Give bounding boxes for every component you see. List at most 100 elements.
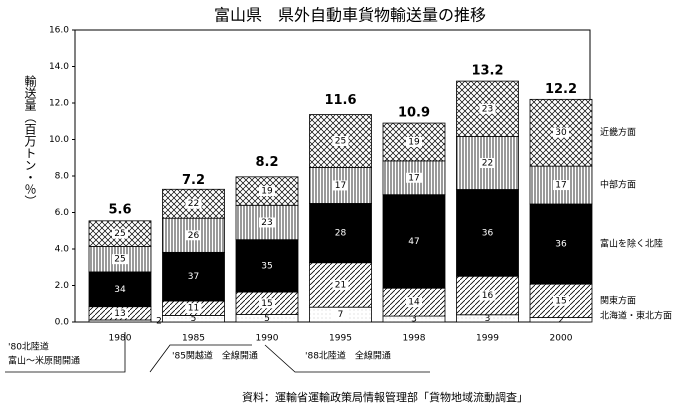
segment-label: 13 [114, 309, 125, 319]
label-bg [406, 172, 422, 183]
y-tick-label: 12.0 [49, 99, 69, 109]
segment-label: 14 [408, 298, 420, 308]
segment-label: 2 [156, 316, 162, 326]
segment-label: 15 [555, 296, 566, 306]
label-bg [553, 127, 569, 138]
segment-label: 36 [482, 228, 494, 238]
segment-label: 2 [558, 315, 564, 325]
label-bg [332, 309, 349, 320]
label-bg [185, 230, 202, 241]
x-tick-label: 1985 [182, 334, 205, 344]
y-tick-label: 6.0 [55, 208, 70, 218]
x-tick-label: 1999 [476, 334, 499, 344]
segment-label: 7 [338, 310, 344, 320]
bar-segment [88, 271, 152, 308]
total-label: 13.2 [471, 64, 503, 79]
segment-label: 3 [411, 315, 417, 325]
y-tick-label: 0.0 [55, 318, 70, 328]
bar-segment [382, 194, 446, 289]
legend-label: 北海道・東北方面 [600, 310, 672, 322]
total-label: 5.6 [108, 202, 131, 217]
y-axis-label: 輸送量（百万トン・％） [23, 74, 37, 207]
segment-label: 22 [482, 159, 493, 169]
segment-label: 28 [335, 229, 347, 239]
label-bg [259, 217, 275, 228]
segment-label: 19 [408, 137, 420, 147]
bar-segment [529, 283, 593, 318]
label-bg [112, 308, 128, 319]
label-bg [406, 136, 422, 147]
segment-label: 15 [261, 299, 272, 309]
y-tick-label: 16.0 [49, 26, 69, 36]
x-tick-label: 1990 [256, 334, 279, 344]
label-bg [185, 303, 202, 314]
label-bg [479, 290, 496, 301]
bar-segment [456, 189, 519, 277]
label-bg [553, 295, 569, 306]
label-bg [479, 103, 496, 114]
label-bg [112, 228, 128, 239]
segment-label: 17 [408, 173, 419, 183]
label-bg [332, 135, 349, 146]
segment-label: 16 [482, 291, 494, 301]
legend-label: 中部方面 [600, 179, 636, 191]
segment-label: 26 [188, 231, 200, 241]
x-tick-label: 2000 [550, 334, 573, 344]
bar-segment [309, 203, 372, 264]
total-label: 11.6 [324, 93, 356, 108]
label-bg [259, 186, 275, 197]
bar-segment [162, 251, 225, 302]
segment-label: 25 [335, 136, 346, 146]
y-tick-label: 14.0 [49, 62, 69, 72]
total-label: 7.2 [182, 173, 205, 188]
segment-label: 35 [261, 261, 272, 271]
segment-label: 21 [335, 280, 346, 290]
total-label: 10.9 [398, 106, 430, 121]
segment-label: 11 [188, 304, 199, 314]
label-bg [332, 279, 349, 290]
segment-label: 19 [261, 187, 273, 197]
y-tick-label: 4.0 [55, 245, 70, 255]
y-tick-label: 2.0 [55, 281, 70, 291]
annotation: '85関越道 全線開通 [172, 350, 258, 362]
total-label: 8.2 [255, 155, 278, 170]
segment-label: 22 [188, 199, 199, 209]
segment-label: 17 [335, 181, 346, 191]
y-tick-label: 8.0 [55, 172, 70, 182]
annotation: '88北陸道 全線開通 [305, 350, 391, 362]
legend-label: 近畿方面 [600, 126, 636, 138]
bar-segment [235, 239, 299, 293]
segment-label: 36 [555, 240, 567, 250]
segment-label: 30 [555, 128, 567, 138]
segment-label: 37 [188, 272, 199, 282]
label-bg [185, 198, 202, 209]
segment-label: 34 [114, 285, 126, 295]
x-tick-label: 1995 [329, 334, 352, 344]
y-tick-label: 10.0 [49, 135, 69, 145]
label-bg [332, 180, 349, 191]
segment-label: 5 [264, 314, 270, 324]
label-bg [112, 254, 128, 265]
label-bg [479, 158, 496, 169]
segment-label: 17 [555, 181, 566, 191]
segment-label: 47 [408, 237, 419, 247]
total-label: 12.2 [545, 82, 577, 97]
label-bg [406, 297, 422, 308]
x-tick-label: 1998 [403, 334, 426, 344]
label-bg [553, 180, 569, 191]
label-bg [259, 298, 275, 309]
annotation: '80北陸道 [8, 341, 49, 353]
annotation-lines [5, 332, 430, 373]
segment-label: 3 [485, 314, 491, 324]
annotation: 富山～米原間開通 [8, 355, 80, 367]
segment-label: 25 [114, 255, 125, 265]
segment-label: 23 [482, 104, 493, 114]
x-tick-label: 1980 [109, 334, 132, 344]
chart-title: 富山県 県外自動車貨物輸送量の推移 [214, 6, 486, 25]
legend-label: 関東方面 [600, 294, 636, 306]
segment-label: 5 [191, 314, 197, 324]
source: 資料：運輸省運輸政策局情報管理部「貨物地域流動調査」 [242, 390, 528, 404]
segment-label: 25 [114, 229, 125, 239]
legend-label: 富山を除く北陸 [600, 238, 663, 250]
